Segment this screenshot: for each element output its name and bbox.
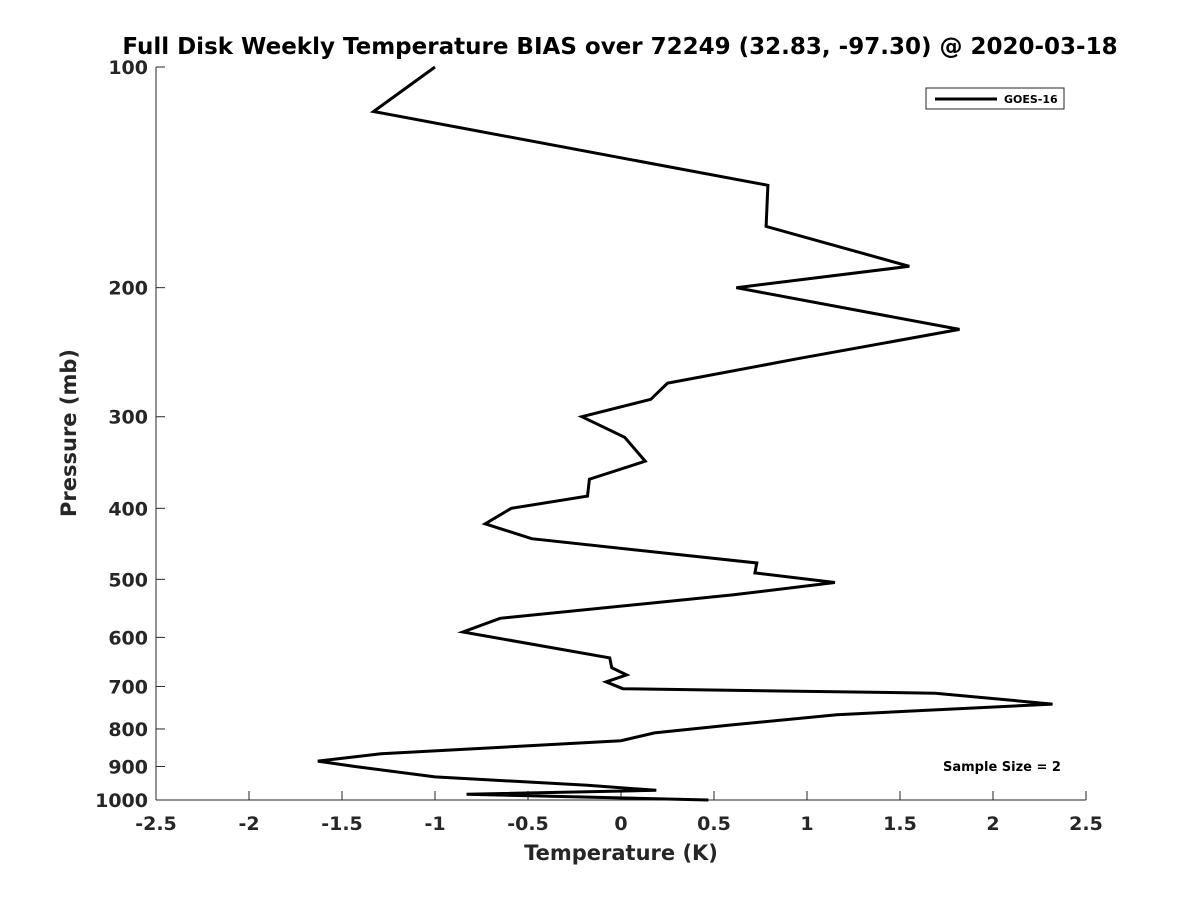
x-tick-label: -2 xyxy=(238,813,259,835)
x-tick-label: -0.5 xyxy=(507,813,549,835)
y-tick-label: 200 xyxy=(108,278,148,300)
y-tick-label: 1000 xyxy=(95,790,148,812)
y-tick-label: 900 xyxy=(108,756,148,778)
y-tick-label: 500 xyxy=(108,569,148,591)
sample-size-annotation: Sample Size = 2 xyxy=(943,760,1061,775)
legend-label-goes-16: GOES-16 xyxy=(1004,93,1058,106)
x-tick-label: 0 xyxy=(614,813,627,835)
x-tick-label: 2.5 xyxy=(1069,813,1103,835)
series-line-goes-16 xyxy=(317,65,1053,802)
x-axis-label: Temperature (K) xyxy=(524,841,718,865)
y-tick-label: 300 xyxy=(108,407,148,429)
x-tick-label: -2.5 xyxy=(135,813,177,835)
x-tick-label: -1.5 xyxy=(321,813,363,835)
y-tick-label: 100 xyxy=(108,57,148,79)
y-tick-label: 600 xyxy=(108,627,148,649)
y-ticks: 100 200 300 400 500 600 700 800 900 1000 xyxy=(95,57,165,812)
x-tick-label: 1.5 xyxy=(883,813,917,835)
x-tick-label: 1 xyxy=(800,813,813,835)
y-tick-label: 400 xyxy=(108,498,148,520)
x-tick-label: 0.5 xyxy=(697,813,731,835)
x-ticks: -2.5 -2 -1.5 -1 -0.5 0 0.5 1 1.5 2 2.5 xyxy=(135,791,1103,835)
chart-title: Full Disk Weekly Temperature BIAS over 7… xyxy=(122,34,1117,60)
x-tick-label: -1 xyxy=(424,813,445,835)
y-tick-label: 700 xyxy=(108,676,148,698)
legend: GOES-16 xyxy=(925,87,1065,110)
y-tick-label: 800 xyxy=(108,719,148,741)
plot-area xyxy=(156,67,1086,800)
x-tick-label: 2 xyxy=(986,813,999,835)
series-layer xyxy=(317,65,1053,802)
y-axis-label: Pressure (mb) xyxy=(57,349,81,517)
